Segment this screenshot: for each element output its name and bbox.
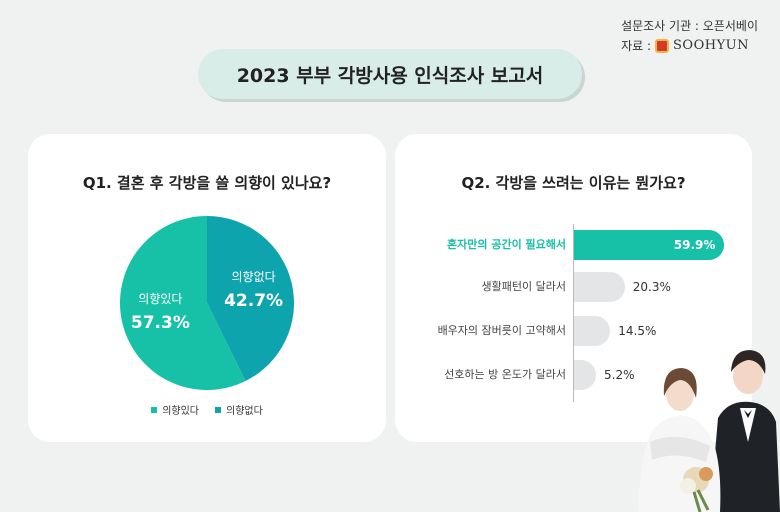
bar-category-label: 생활패턴이 달라서: [481, 280, 566, 293]
bar: [574, 360, 596, 390]
bar: [574, 316, 611, 346]
bar-axis-line: [573, 224, 574, 402]
bar-row: 선호하는 방 온도가 달라서 5.2%: [395, 360, 752, 390]
bar-value-label: 5.2%: [604, 368, 635, 382]
q1-card: Q1. 결혼 후 각방을 쓸 의향이 있나요? 의향없다 42.7% 의향있다 57.…: [28, 134, 386, 442]
bar-value-label: 59.9%: [673, 238, 716, 252]
legend-label-yes: 의향있다: [162, 406, 199, 417]
survey-agency: 설문조사 기관 : 오픈서베이: [621, 19, 758, 33]
legend-swatch-yes: [151, 406, 158, 413]
pie-label-value: 42.7%: [224, 291, 284, 312]
bar-category-label: 선호하는 방 온도가 달라서: [444, 368, 566, 381]
q1-question: Q1. 결혼 후 각방을 쓸 의향이 있나요?: [82, 174, 332, 192]
bar-row: 배우자의 잠버릇이 고약해서 14.5%: [395, 316, 752, 346]
bar-category-label: 배우자의 잠버릇이 고약해서: [437, 324, 566, 337]
q2-question: Q2. 각방을 쓰려는 이유는 뭔가요?: [461, 174, 686, 192]
bar-value-label: 14.5%: [618, 324, 657, 338]
pie-chart: [120, 216, 294, 390]
legend-label-no: 의향없다: [226, 406, 263, 417]
pie-legend: 의향있다 의향없다: [28, 402, 386, 417]
brand-name: SOOHYUN: [673, 38, 749, 53]
page-title: 2023 부부 각방사용 인식조사 보고서: [198, 49, 582, 99]
bar-row: 혼자만의 공간이 필요해서 59.9%: [395, 230, 752, 260]
survey-meta: 설문조사 기관 : 오픈서베이 자료 : SOOHYUN: [621, 16, 758, 56]
bar-value-label: 20.3%: [632, 280, 671, 294]
pie-label-name: 의향있다: [138, 291, 183, 306]
pie-label-value: 57.3%: [130, 312, 190, 333]
source-label: 자료 :: [621, 39, 652, 53]
legend-item-no: 의향없다: [215, 402, 263, 417]
pie-label-no: 의향없다 42.7%: [214, 268, 294, 311]
legend-swatch-no: [215, 406, 221, 413]
couple-photo: [638, 350, 780, 512]
bar: [574, 272, 625, 302]
bar-category-label: 혼자만의 공간이 필요해서: [447, 238, 566, 251]
brand-logo-icon: [655, 39, 670, 53]
pie-label-name: 의향없다: [231, 270, 276, 285]
bar: [574, 230, 724, 260]
bar-row: 생활패턴이 달라서 20.3%: [395, 272, 752, 302]
legend-item-yes: 의향있다: [151, 402, 199, 417]
pie-slice-no: [207, 216, 294, 382]
pie-label-yes: 의향있다 57.3%: [120, 290, 200, 333]
pie-slice-yes: [120, 216, 246, 390]
